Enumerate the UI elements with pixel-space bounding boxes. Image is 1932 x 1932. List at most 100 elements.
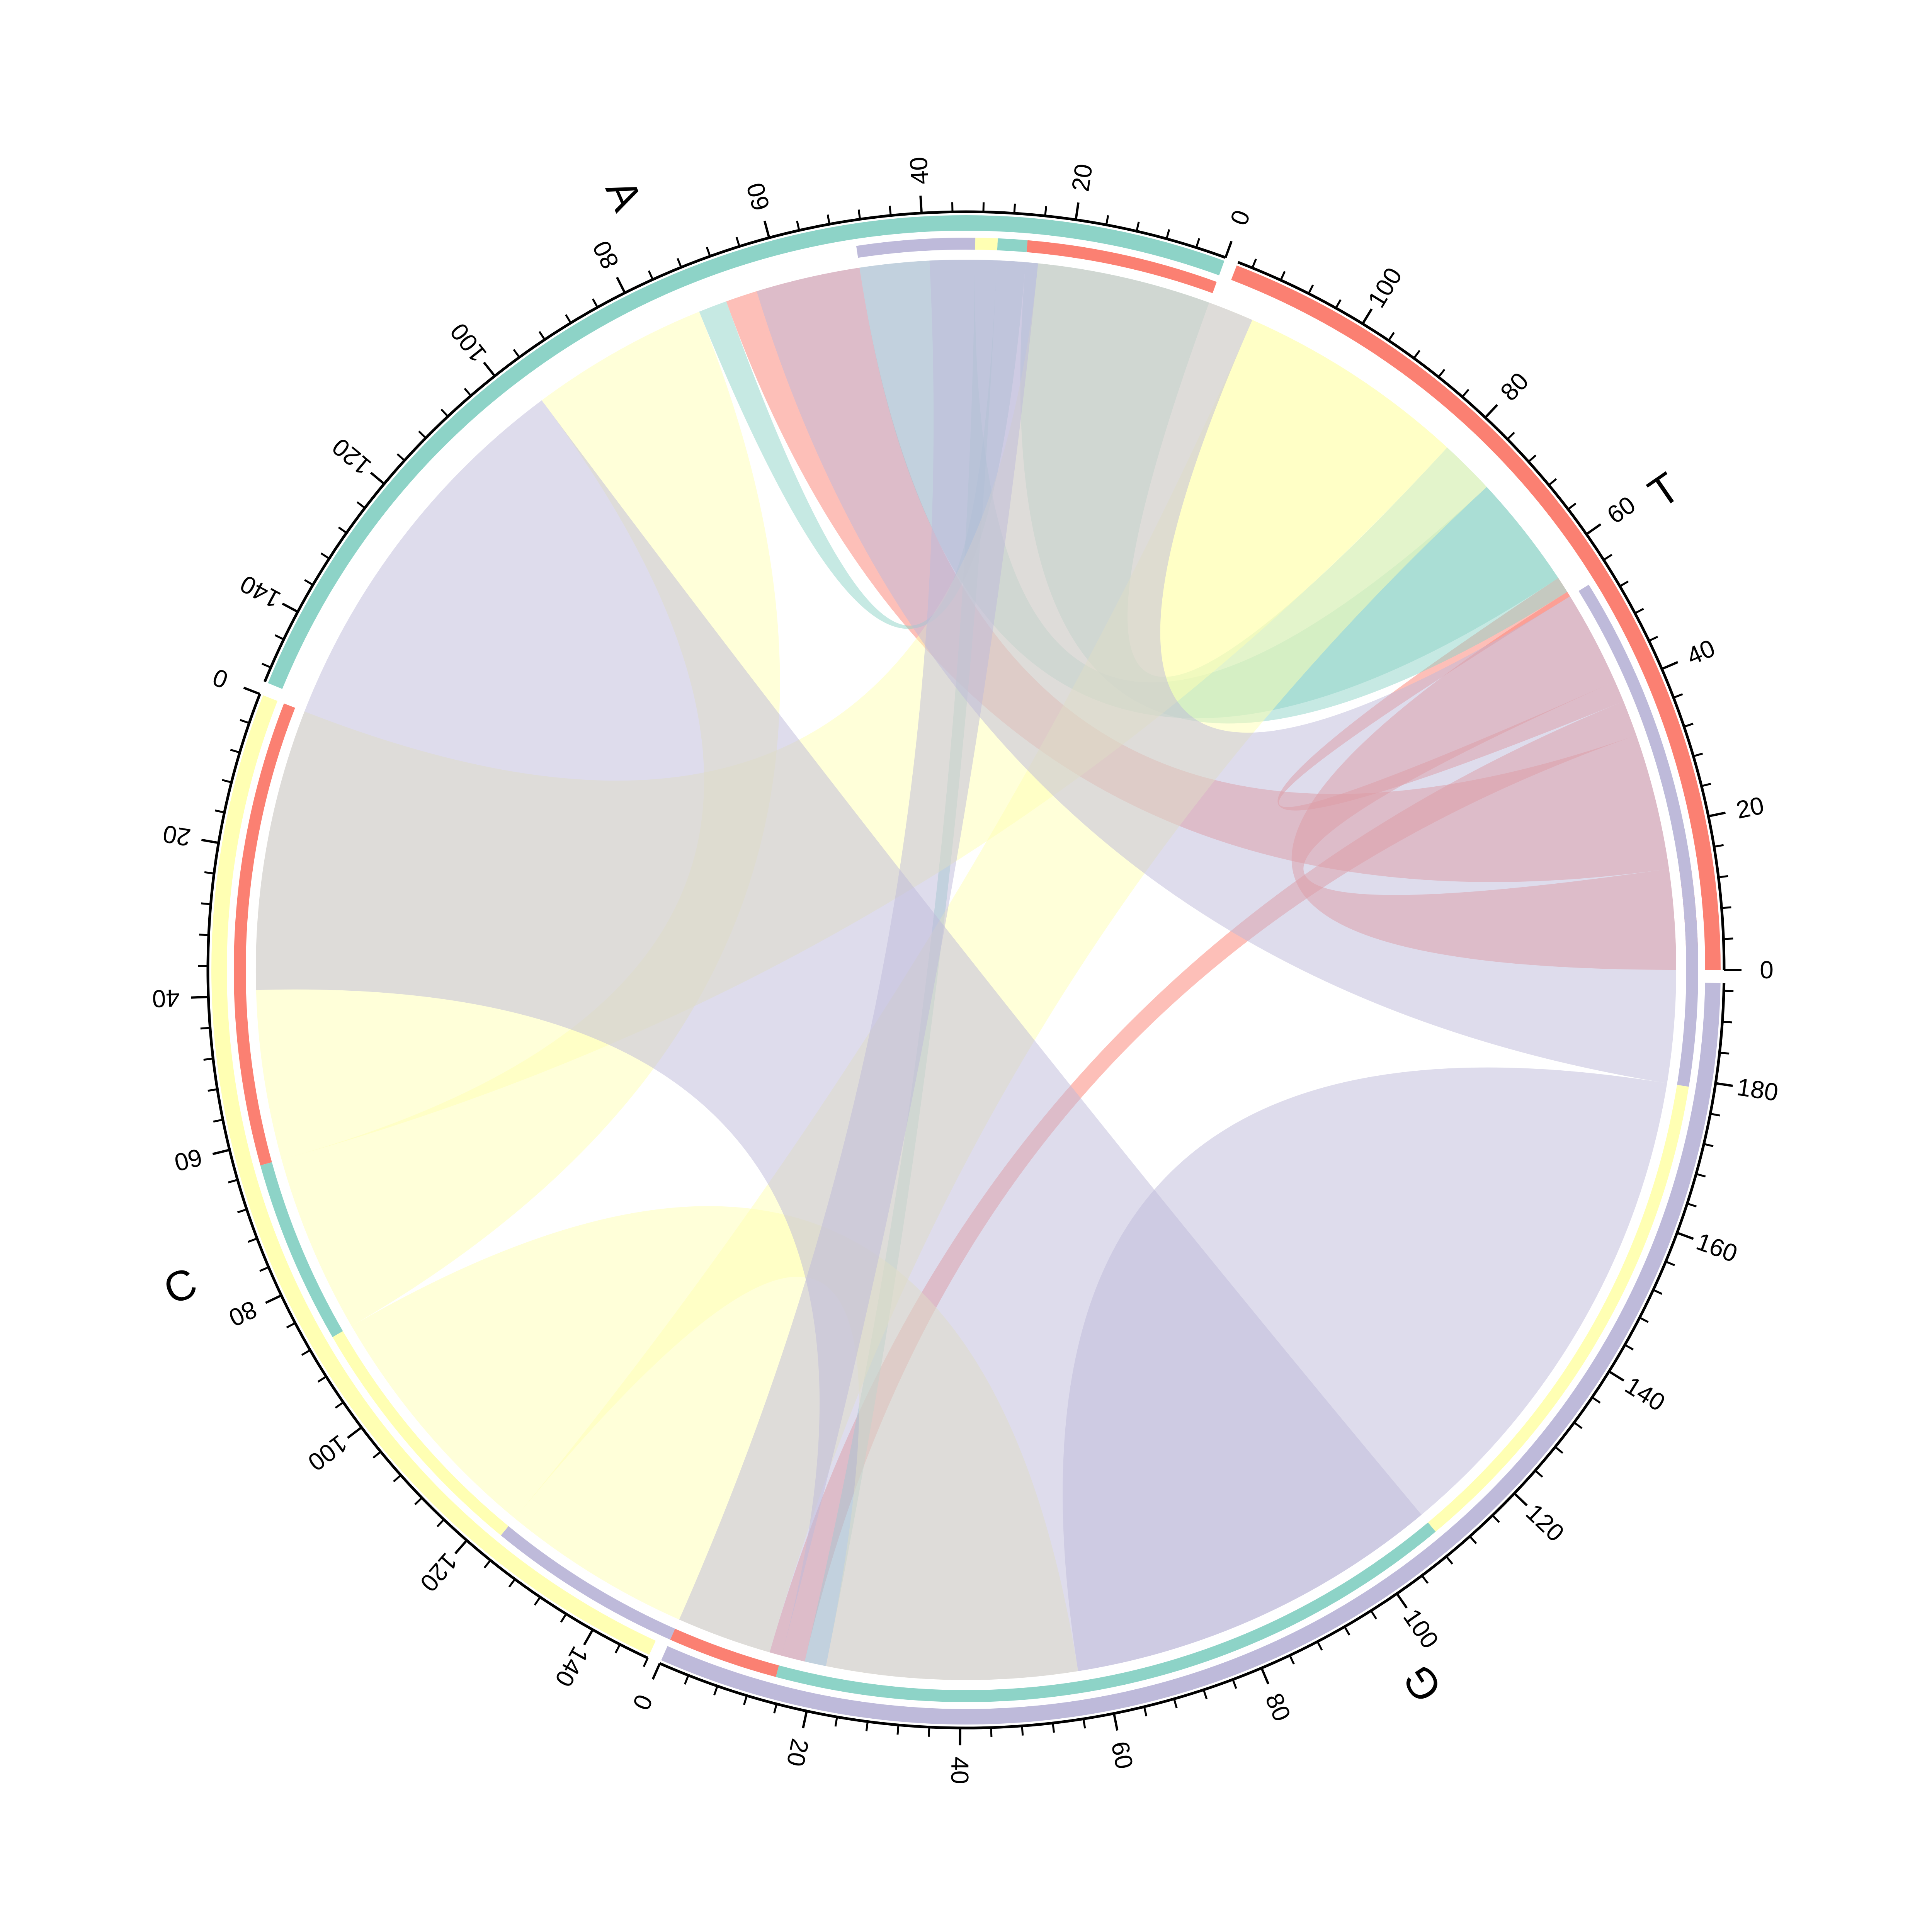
tick-label-C: 100 bbox=[303, 1429, 353, 1476]
major-tick-C bbox=[201, 838, 219, 844]
axis-arc-C bbox=[206, 693, 648, 1659]
chord-link-A-G bbox=[859, 259, 1558, 719]
minor-tick-G bbox=[990, 1727, 993, 1737]
minor-tick-G bbox=[1344, 1626, 1350, 1636]
minor-tick-G bbox=[1370, 1610, 1377, 1619]
tick-label-A: 100 bbox=[445, 318, 492, 367]
minor-tick-C bbox=[414, 1497, 423, 1505]
minor-tick-T bbox=[1684, 723, 1694, 728]
tick-label-T: 60 bbox=[1602, 490, 1641, 529]
major-tick-G bbox=[1260, 1667, 1270, 1685]
tick-label-C: 0 bbox=[209, 663, 231, 694]
minor-tick-C bbox=[214, 809, 225, 814]
minor-tick-G bbox=[834, 1716, 838, 1727]
minor-tick-A bbox=[338, 526, 347, 534]
minor-tick-G bbox=[1710, 1112, 1720, 1117]
major-tick-C bbox=[583, 1629, 594, 1646]
minor-tick-T bbox=[1693, 752, 1703, 757]
tick-label-G: 120 bbox=[1520, 1498, 1570, 1547]
minor-tick-C bbox=[259, 1266, 269, 1272]
minor-tick-G bbox=[1232, 1679, 1237, 1689]
minor-tick-G bbox=[865, 1721, 869, 1731]
tick-label-T: 20 bbox=[1734, 791, 1766, 824]
major-tick-G bbox=[1715, 1082, 1733, 1087]
minor-tick-T bbox=[1507, 432, 1515, 440]
minor-tick-A bbox=[565, 314, 572, 324]
sector-label-A: A bbox=[597, 172, 651, 218]
minor-tick-T bbox=[1714, 844, 1724, 848]
minor-tick-C bbox=[204, 871, 214, 874]
tick-label-C: 120 bbox=[415, 1548, 463, 1597]
minor-tick-A bbox=[827, 214, 831, 224]
minor-tick-T bbox=[1280, 271, 1286, 281]
tick-label-C: 140 bbox=[549, 1642, 594, 1691]
minor-tick-T bbox=[1567, 502, 1577, 510]
minor-tick-A bbox=[1013, 203, 1016, 214]
minor-tick-A bbox=[513, 349, 520, 358]
major-tick-G bbox=[1514, 1492, 1528, 1507]
minor-tick-A bbox=[418, 430, 427, 439]
tick-label-C: 40 bbox=[151, 984, 180, 1013]
major-tick-A bbox=[282, 602, 299, 613]
minor-tick-T bbox=[1528, 454, 1537, 463]
tick-label-A: 40 bbox=[904, 156, 934, 185]
minor-tick-G bbox=[1591, 1396, 1601, 1404]
major-tick-C bbox=[212, 1148, 230, 1155]
minor-tick-A bbox=[677, 258, 682, 268]
tick-label-T: 100 bbox=[1362, 263, 1407, 313]
major-tick-G bbox=[802, 1711, 808, 1728]
minor-tick-A bbox=[1044, 206, 1047, 216]
minor-tick-G bbox=[1202, 1689, 1208, 1699]
major-tick-T bbox=[1661, 661, 1679, 670]
minor-tick-T bbox=[1548, 478, 1557, 486]
major-tick-C bbox=[191, 996, 209, 999]
track-segment-A-out-T bbox=[1026, 240, 1217, 293]
minor-tick-C bbox=[436, 1519, 445, 1527]
minor-tick-G bbox=[1719, 1051, 1730, 1055]
minor-tick-T bbox=[1413, 350, 1421, 359]
major-tick-G bbox=[1112, 1713, 1119, 1731]
minor-tick-A bbox=[1165, 229, 1170, 239]
minor-tick-T bbox=[1619, 580, 1629, 587]
tick-label-T: 80 bbox=[1495, 367, 1534, 406]
minor-tick-C bbox=[317, 1376, 327, 1383]
tick-label-G: 0 bbox=[627, 1690, 658, 1714]
minor-tick-A bbox=[951, 202, 954, 212]
tick-label-T: 40 bbox=[1683, 634, 1719, 670]
minor-tick-C bbox=[483, 1560, 492, 1568]
major-tick-T bbox=[1585, 523, 1602, 536]
chord-link-A-A bbox=[699, 260, 1026, 629]
track-segment-C-out-A bbox=[260, 1162, 343, 1337]
tick-label-A: 0 bbox=[1225, 206, 1255, 229]
minor-tick-T bbox=[1701, 782, 1711, 787]
minor-tick-G bbox=[1143, 1706, 1148, 1716]
minor-tick-A bbox=[261, 663, 271, 668]
minor-tick-A bbox=[464, 388, 472, 396]
minor-tick-G bbox=[1665, 1260, 1675, 1266]
minor-tick-T bbox=[1603, 554, 1612, 561]
minor-tick-T bbox=[1335, 299, 1342, 309]
minor-tick-A bbox=[706, 247, 711, 257]
tick-label-A: 140 bbox=[236, 570, 285, 614]
tick-label-G: 80 bbox=[1260, 1689, 1296, 1725]
minor-tick-A bbox=[274, 634, 284, 640]
major-tick-G bbox=[651, 1663, 661, 1680]
minor-tick-A bbox=[1136, 221, 1140, 231]
sector-label-C: C bbox=[157, 1258, 204, 1314]
minor-tick-C bbox=[286, 1322, 296, 1328]
minor-tick-T bbox=[1721, 906, 1731, 909]
minor-tick-C bbox=[508, 1578, 516, 1588]
major-tick-C bbox=[243, 687, 260, 695]
minor-tick-C bbox=[201, 902, 211, 905]
tick-label-A: 20 bbox=[1066, 162, 1098, 193]
major-tick-T bbox=[1708, 811, 1726, 818]
sector-tracks bbox=[211, 215, 1721, 1725]
major-tick-C bbox=[454, 1539, 468, 1554]
track-segment-A-out-C bbox=[975, 238, 998, 250]
track-segment-A-out-A bbox=[997, 238, 1028, 252]
axis-arc-A bbox=[263, 210, 1226, 682]
track-segment-C-out-C bbox=[332, 1331, 509, 1536]
minor-tick-G bbox=[1173, 1699, 1178, 1709]
chord-link-C-G bbox=[515, 320, 1487, 1653]
minor-tick-C bbox=[213, 1119, 223, 1123]
